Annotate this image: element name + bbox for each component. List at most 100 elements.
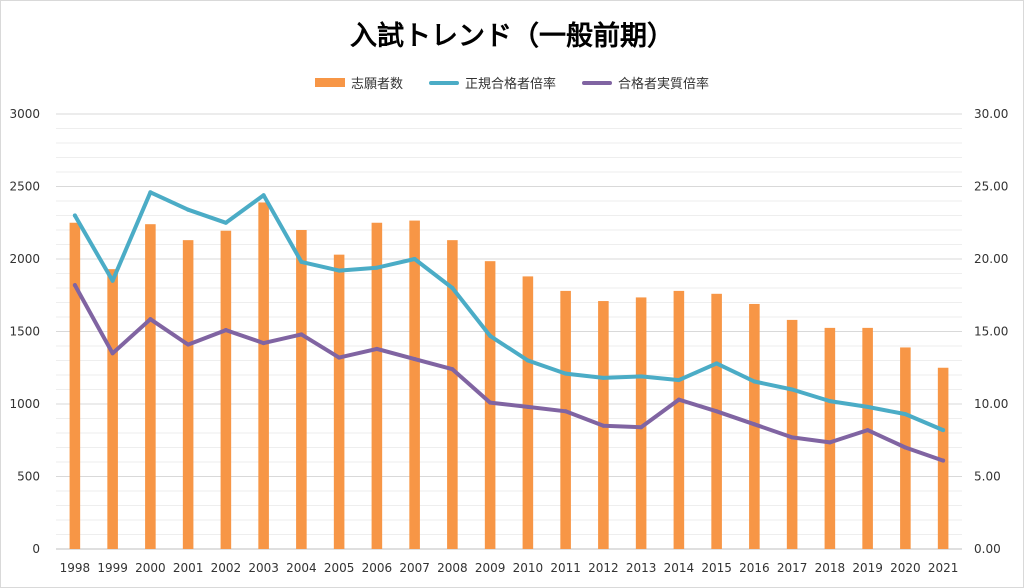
point-regular-ratio <box>72 213 77 218</box>
legend-item-applicants: 志願者数 <box>314 73 403 92</box>
y-left-tick-label: 0 <box>32 542 40 556</box>
point-actual-ratio <box>412 357 417 362</box>
point-regular-ratio <box>299 259 304 264</box>
point-actual-ratio <box>110 351 115 356</box>
bar-applicants <box>711 293 722 549</box>
bar-applicants <box>484 261 496 549</box>
point-regular-ratio <box>714 361 719 366</box>
point-regular-ratio <box>261 193 266 198</box>
bar-applicants <box>182 240 194 549</box>
bar-applicants <box>824 327 836 549</box>
legend-label-applicants: 志願者数 <box>350 77 403 92</box>
bar-applicants <box>447 240 458 549</box>
legend-label-actual-ratio: 合格者実質倍率 <box>618 77 710 92</box>
y-right-tick-label: 5.00 <box>974 470 1001 484</box>
point-actual-ratio <box>186 342 191 347</box>
x-tick-label: 2009 <box>475 561 506 575</box>
bar-applicants <box>220 230 232 549</box>
x-tick-label: 2015 <box>701 561 732 575</box>
point-actual-ratio <box>72 283 77 288</box>
point-regular-ratio <box>186 207 191 212</box>
point-actual-ratio <box>639 425 644 430</box>
point-regular-ratio <box>941 428 946 433</box>
point-regular-ratio <box>865 404 870 409</box>
x-tick-label: 2011 <box>550 561 581 575</box>
point-regular-ratio <box>639 374 644 379</box>
point-actual-ratio <box>865 428 870 433</box>
x-tick-label: 2013 <box>626 561 657 575</box>
point-actual-ratio <box>299 332 304 337</box>
bar-applicants <box>145 224 156 549</box>
point-actual-ratio <box>261 341 266 346</box>
legend-label-regular-ratio: 正規合格者倍率 <box>464 77 556 92</box>
x-tick-label: 2017 <box>777 561 808 575</box>
x-tick-label: 2003 <box>248 561 279 575</box>
legend: 志願者数 正規合格者倍率 合格者実質倍率 <box>0 73 1024 92</box>
point-regular-ratio <box>525 358 530 363</box>
point-actual-ratio <box>790 435 795 440</box>
point-regular-ratio <box>337 268 342 273</box>
x-tick-label: 2018 <box>815 561 846 575</box>
bar-applicants <box>258 202 269 549</box>
y-left-tick-label: 1000 <box>9 397 40 411</box>
point-regular-ratio <box>676 378 681 383</box>
x-tick-label: 2000 <box>135 561 166 575</box>
point-actual-ratio <box>941 458 946 463</box>
point-actual-ratio <box>903 445 908 450</box>
x-tick-label: 2016 <box>739 561 770 575</box>
line-actual-ratio <box>72 283 946 463</box>
bar-applicants <box>862 327 873 549</box>
point-actual-ratio <box>450 367 455 372</box>
bar-applicants <box>333 254 345 549</box>
x-tick-label: 2014 <box>664 561 695 575</box>
point-actual-ratio <box>563 409 568 414</box>
bar-applicants <box>560 290 571 549</box>
legend-swatch-actual-ratio <box>582 80 612 85</box>
point-actual-ratio <box>714 409 719 414</box>
x-tick-label: 2020 <box>890 561 921 575</box>
legend-item-regular-ratio: 正規合格者倍率 <box>428 73 556 92</box>
y-right-tick-label: 10.00 <box>974 397 1008 411</box>
point-actual-ratio <box>827 440 832 445</box>
bar-applicants <box>673 290 685 549</box>
legend-swatch-regular-ratio <box>428 80 459 85</box>
x-tick-label: 1999 <box>97 561 128 575</box>
x-tick-label: 2006 <box>362 561 393 575</box>
point-actual-ratio <box>488 400 493 405</box>
point-regular-ratio <box>412 257 417 261</box>
x-tick-label: 2007 <box>399 561 430 575</box>
bar-applicants <box>635 297 647 549</box>
point-regular-ratio <box>110 278 115 283</box>
point-regular-ratio <box>827 399 832 404</box>
bar-applicants <box>69 222 81 549</box>
legend-item-actual-ratio: 合格者実質倍率 <box>582 73 709 92</box>
x-tick-label: 1998 <box>60 561 91 575</box>
bar-applicants <box>371 222 383 549</box>
x-tick-label: 2010 <box>513 561 544 575</box>
point-actual-ratio <box>676 397 681 402</box>
point-regular-ratio <box>223 220 228 225</box>
x-tick-label: 2005 <box>324 561 355 575</box>
y-left-tick-label: 3000 <box>9 107 40 121</box>
x-tick-label: 2012 <box>588 561 619 575</box>
y-right-tick-label: 25.00 <box>974 180 1008 194</box>
point-regular-ratio <box>601 375 606 380</box>
point-actual-ratio <box>601 423 606 428</box>
point-actual-ratio <box>752 422 757 427</box>
y-left-tick-label: 2000 <box>9 252 40 266</box>
bar-applicants <box>522 276 534 549</box>
bar-applicants <box>937 367 949 549</box>
chart-title: 入試トレンド（一般前期） <box>350 21 674 52</box>
point-actual-ratio <box>374 346 379 351</box>
point-regular-ratio <box>790 387 795 392</box>
bar-applicants <box>749 303 760 549</box>
legend-swatch-applicants <box>314 78 345 87</box>
y-left-tick-label: 2500 <box>9 180 40 194</box>
point-regular-ratio <box>752 379 757 384</box>
point-regular-ratio <box>488 333 493 338</box>
y-right-tick-label: 0.00 <box>974 542 1001 556</box>
point-actual-ratio <box>525 404 530 409</box>
y-left-tick-label: 500 <box>17 470 40 484</box>
y-left-tick-label: 1500 <box>9 325 40 339</box>
point-regular-ratio <box>374 265 379 270</box>
